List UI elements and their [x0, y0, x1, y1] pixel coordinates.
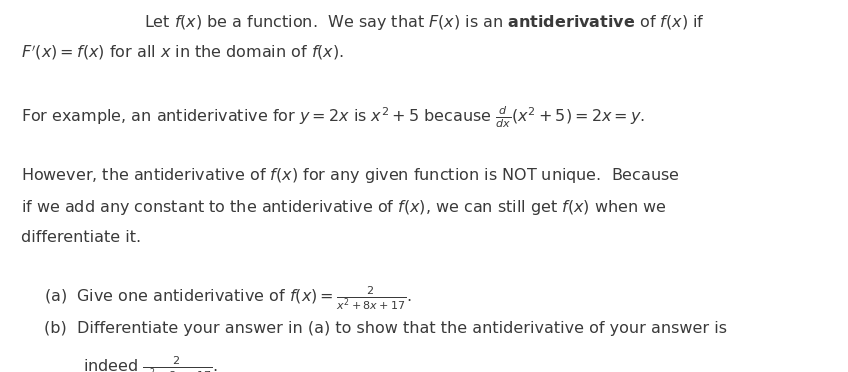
Text: (b)  Differentiate your answer in (a) to show that the antiderivative of your an: (b) Differentiate your answer in (a) to … [44, 321, 727, 336]
Text: if we add any constant to the antiderivative of $f(x)$, we can still get $f(x)$ : if we add any constant to the antideriva… [21, 198, 667, 217]
Text: However, the antiderivative of $f(x)$ for any given function is NOT unique.  Bec: However, the antiderivative of $f(x)$ fo… [21, 166, 680, 185]
Text: For example, an antiderivative for $y = 2x$ is $x^2 + 5$ because $\frac{d}{dx}(x: For example, an antiderivative for $y = … [21, 104, 645, 130]
Text: $F'(x) = f(x)$ for all $x$ in the domain of $f(x)$.: $F'(x) = f(x)$ for all $x$ in the domain… [21, 43, 344, 62]
Text: differentiate it.: differentiate it. [21, 230, 142, 245]
Text: (a)  Give one antiderivative of $f(x) = \frac{2}{x^2+8x+17}$.: (a) Give one antiderivative of $f(x) = \… [44, 285, 412, 312]
Text: indeed $\frac{2}{x^2+8x+17}$.: indeed $\frac{2}{x^2+8x+17}$. [83, 354, 218, 372]
Text: Let $f(x)$ be a function.  We say that $F(x)$ is an $\mathbf{antiderivative}$ of: Let $f(x)$ be a function. We say that $F… [143, 13, 705, 32]
